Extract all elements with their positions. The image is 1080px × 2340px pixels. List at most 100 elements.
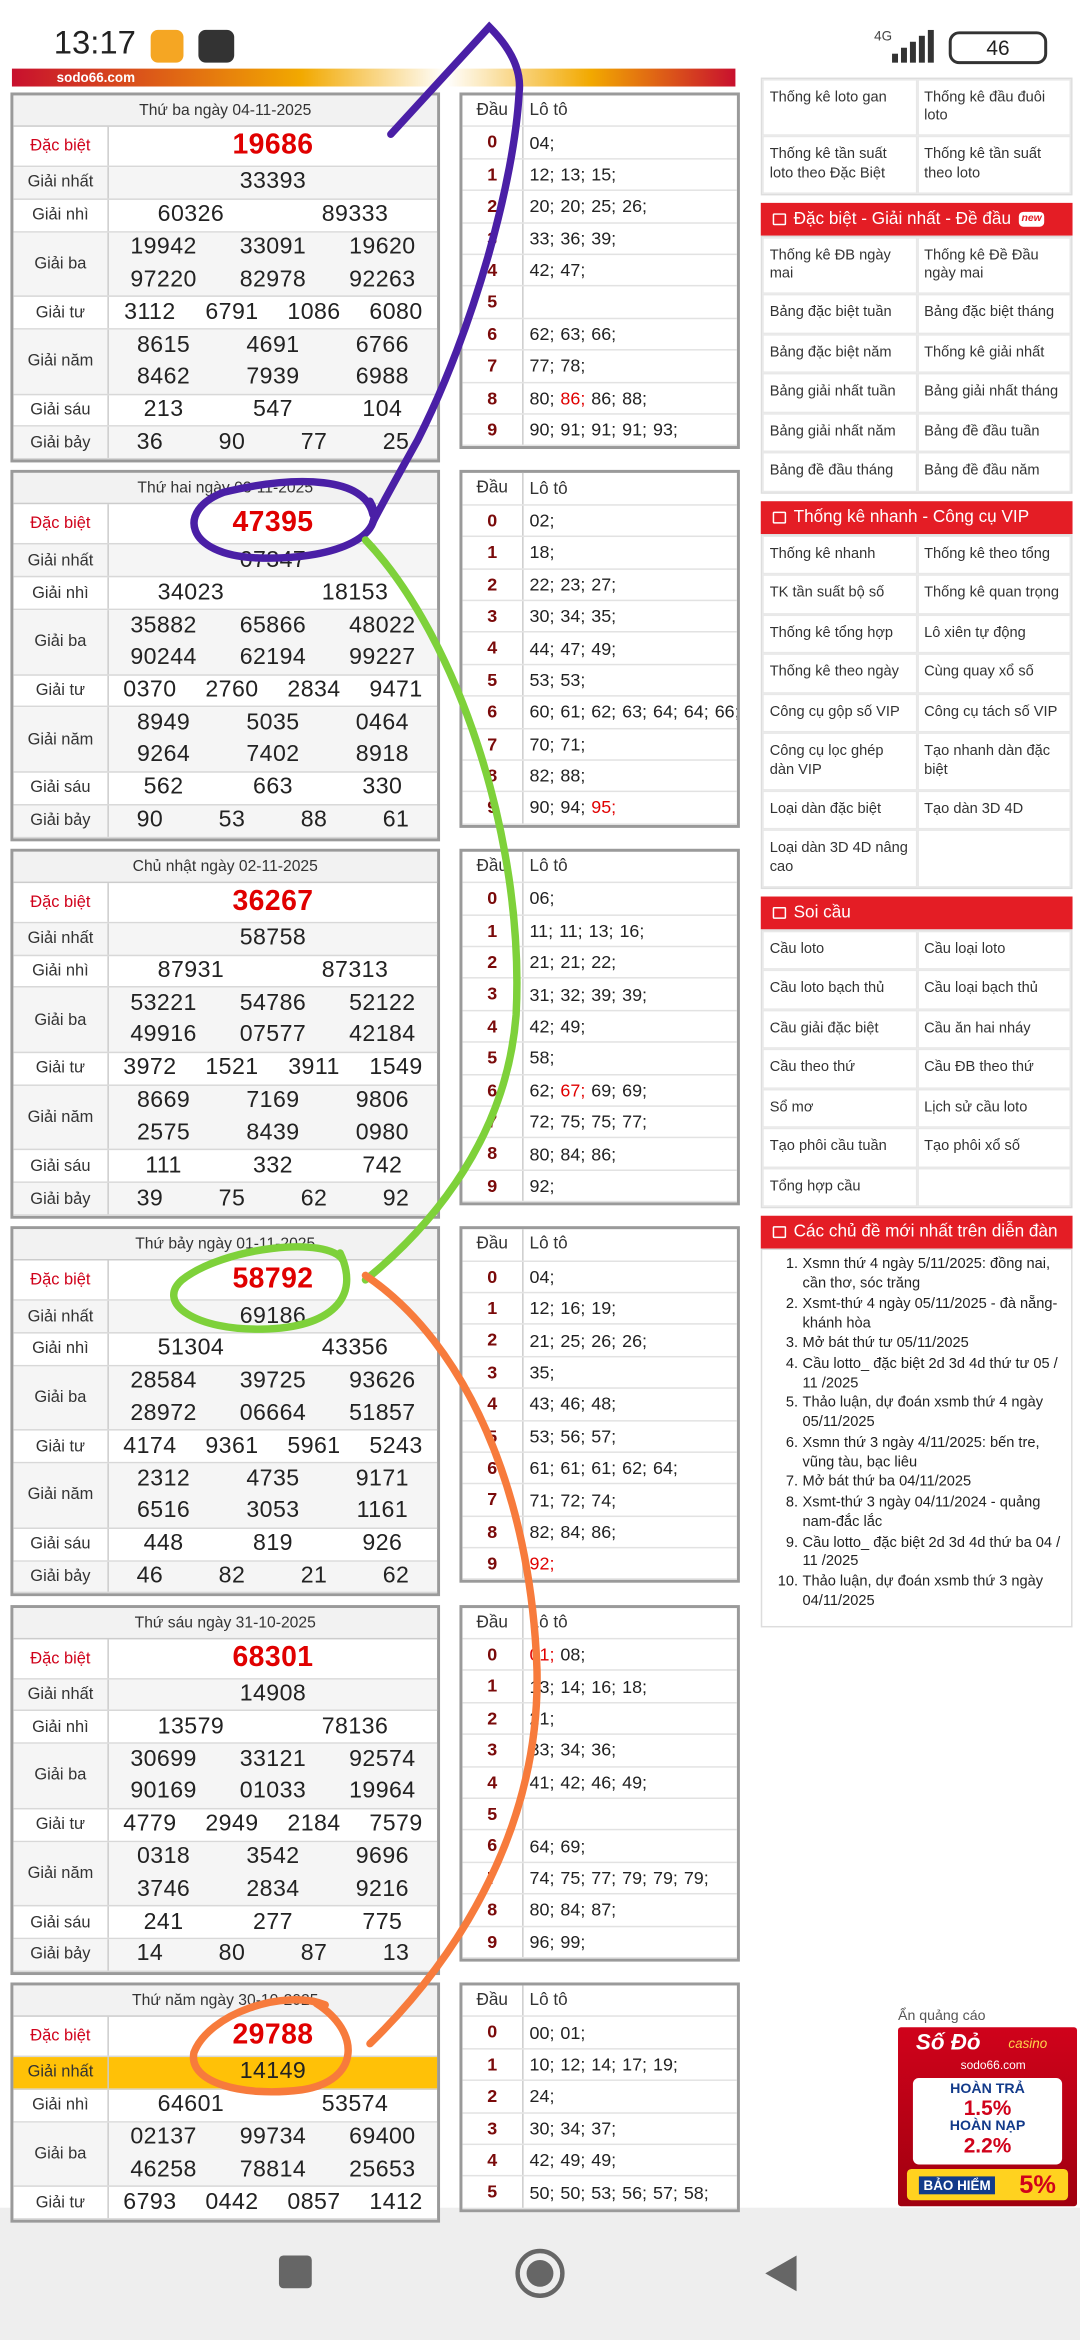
ad-banner[interactable]: Số Đỏ casino sodo66.com HOÀN TRẢ 1.5% HO… [898, 2027, 1078, 2207]
loto-table: Đầu Lô tô 0 06; 1 11; 11; 13; 16; 2 21; 21; 22; 3 31; 3… [459, 848, 740, 1206]
prize-number: 82978 [239, 266, 307, 292]
loto-head-digit: 4 [462, 632, 524, 664]
forum-item-link[interactable]: Cầu lotto_ đặc biệt 2d 3d 4d thứ ba 04 /… [802, 1534, 1061, 1570]
sidebar-link[interactable]: Thống kê theo ngày [762, 653, 917, 694]
sidebar-link[interactable]: Lịch sử cầu loto [916, 1088, 1072, 1129]
sidebar-link[interactable]: Bảng giải nhất tuần [762, 373, 917, 414]
sidebar-link[interactable]: Cầu loto [762, 930, 917, 971]
sidebar-link[interactable]: Tạo nhanh dàn đặc biệt [916, 733, 1072, 791]
prize-number: 90 [218, 429, 246, 455]
back-button[interactable] [765, 2255, 797, 2292]
loto-row: 5 53; 53; [462, 664, 737, 697]
home-button[interactable] [515, 2248, 565, 2298]
prize-row: Giải ba 35882 65866 48022 90244 62194 99227 [13, 610, 438, 676]
sidebar-link[interactable]: Bảng giải nhất năm [762, 413, 917, 453]
sidebar-link[interactable]: Thống kê giải nhất [916, 334, 1072, 374]
sidebar-link[interactable]: Thống kê tần suất loto theo Đặc Biệt [762, 136, 917, 194]
recent-apps-button[interactable] [278, 2255, 312, 2289]
loto-number: 61; [529, 1457, 555, 1479]
sidebar-link[interactable]: Thống kê tổng hợp [762, 614, 917, 654]
loto-number: 34; [560, 1739, 586, 1761]
sidebar-link[interactable]: Tạo dàn 3D 4D [916, 790, 1072, 830]
loto-number: 66; [591, 323, 617, 345]
special-prize-number: 58792 [232, 1263, 314, 1296]
sidebar-link[interactable]: Cầu ĐB theo thứ [916, 1049, 1072, 1089]
sidebar-link[interactable]: Cầu loại bạch thủ [916, 970, 1072, 1010]
forum-item-number: 6. [785, 1434, 799, 1452]
ad-hide-link[interactable]: Ẩn quảng cáo [898, 2007, 986, 2025]
loto-tails: 18; [524, 542, 561, 563]
prize-number: 4779 [123, 1811, 177, 1837]
loto-number: 94; [560, 797, 586, 819]
sidebar-link[interactable]: Thống kê quan trọng [916, 574, 1072, 615]
sidebar-link[interactable]: Thống kê Đề Đầu ngày mai [916, 237, 1072, 295]
sidebar-link[interactable]: Thống kê ĐB ngày mai [762, 237, 917, 295]
sidebar-link[interactable]: Công cụ tách số VIP [916, 693, 1072, 734]
loto-tails: 62; 63; 66; [524, 324, 623, 345]
loto-row: 3 33; 34; 36; [462, 1735, 737, 1768]
prize-row: Giải nhì 51304 43356 [13, 1333, 438, 1367]
sidebar-link[interactable]: Công cụ gộp số VIP [762, 693, 917, 734]
sidebar-link[interactable]: TK tần suất bộ số [762, 574, 917, 615]
sidebar-link[interactable]: Bảng đặc biệt năm [762, 334, 917, 374]
loto-number: 16; [591, 1676, 617, 1697]
sidebar-link[interactable]: Bảng đặc biệt tuần [762, 294, 917, 335]
loto-row: 7 77; 78; [462, 350, 737, 383]
sidebar-link[interactable]: Bảng đề đầu tháng [762, 452, 917, 493]
sidebar-link[interactable]: Thống kê theo tổng [916, 535, 1072, 575]
banner[interactable]: sodo66.com [11, 68, 736, 87]
sidebar-link[interactable]: Cầu giải đặc biệt [762, 1009, 917, 1050]
forum-item-link[interactable]: Xsmt-thứ 3 ngày 04/11/2024 - quảng nam-đ… [802, 1494, 1041, 1531]
loto-number: 75; [560, 1867, 586, 1889]
sidebar-link[interactable]: Thống kê đầu đuôi loto [916, 79, 1072, 137]
sidebar-link[interactable]: Tổng hợp cầu [762, 1167, 917, 1208]
prize-row: Giải bảy 36 90 77 25 [13, 427, 438, 460]
prize-label: Giải tư [13, 2187, 109, 2219]
forum-item-link[interactable]: Thảo luận, dự đoán xsmb thứ 4 ngày 05/11… [802, 1395, 1044, 1431]
sidebar-link[interactable]: Cầu theo thứ [762, 1049, 917, 1089]
sidebar-link[interactable]: Công cụ lọc ghép dàn VIP [762, 733, 917, 791]
forum-item-link[interactable]: Xsmn thứ 3 ngày 4/11/2025: bến tre, vũng… [802, 1434, 1040, 1471]
loto-head-digit: 5 [462, 2176, 524, 2208]
forum-item-link[interactable]: Mở bát thứ tư 05/11/2025 [802, 1335, 969, 1352]
sidebar-link[interactable]: Cầu loại loto [916, 930, 1072, 971]
forum-item-link[interactable]: Cầu lotto_ đặc biệt 2d 3d 4d thứ tư 05 /… [802, 1355, 1058, 1392]
forum-item-link[interactable]: Xsmn thứ 4 ngày 5/11/2025: đồng nai, cần… [802, 1256, 1051, 1292]
notification-icon [150, 29, 184, 63]
prize-number: 3746 [136, 1875, 191, 1902]
forum-item-link[interactable]: Thảo luận, dự đoán xsmb thứ 3 ngày 04/11… [802, 1573, 1044, 1610]
sidebar-link[interactable]: Bảng đặc biệt tháng [916, 294, 1072, 335]
prize-numbers: 34023 18153 [109, 578, 437, 609]
loto-head-digit: 2 [462, 2081, 524, 2112]
sidebar-link[interactable]: Tạo phôi cầu tuần [762, 1128, 917, 1168]
new-badge: new [1018, 211, 1045, 227]
sidebar-link[interactable]: Thống kê nhanh [762, 535, 917, 575]
prize-label: Giải tư [13, 1053, 109, 1085]
sidebar-link[interactable]: Cầu loto bạch thủ [762, 970, 917, 1010]
sidebar-link[interactable]: Loại dàn 3D 4D nâng cao [762, 829, 917, 888]
sidebar-link[interactable]: Sổ mơ [762, 1088, 917, 1129]
prize-numbers: 8669 7169 9806 2575 8439 0980 [109, 1086, 437, 1150]
result-table: Chủ nhật ngày 02-11-2025 Đặc biệt 36267 Giả… [10, 848, 441, 1219]
sidebar-link[interactable]: Lô xiên tự động [916, 614, 1072, 654]
loto-number: 69; [622, 1079, 648, 1101]
sidebar-link[interactable]: Cùng quay xổ số [916, 653, 1072, 694]
sidebar-link[interactable]: Thống kê loto gan [762, 79, 917, 137]
sidebar-link[interactable]: Thống kê tần suất theo loto [916, 136, 1072, 194]
prize-number: 35882 [130, 612, 197, 638]
forum-item-link[interactable]: Xsmt-thứ 4 ngày 05/11/2025 - đà nẵng-khá… [802, 1296, 1058, 1332]
sidebar-link[interactable]: Bảng đề đầu năm [916, 452, 1072, 493]
forum-item-link[interactable]: Mở bát thứ ba 04/11/2025 [802, 1474, 972, 1491]
loto-tails: 77; 78; [524, 355, 592, 376]
sidebar-link[interactable]: Cầu ăn hai nháy [916, 1009, 1072, 1050]
loto-head-digit: 0 [462, 505, 524, 536]
sidebar-link[interactable]: Bảng giải nhất tháng [916, 373, 1072, 414]
sidebar-link[interactable]: Bảng đề đầu tuần [916, 413, 1072, 453]
prize-number: 6516 [136, 1497, 191, 1524]
loto-head-digit: 3 [462, 2113, 524, 2144]
prize-numbers: 02137 99734 69400 46258 78814 25653 [109, 2122, 437, 2186]
sidebar-link[interactable]: Tạo phôi xổ số [916, 1128, 1072, 1168]
sidebar-link[interactable]: Loại dàn đặc biệt [762, 790, 917, 830]
prize-label: Giải năm [13, 1085, 109, 1150]
loto-number: 34; [560, 605, 586, 627]
